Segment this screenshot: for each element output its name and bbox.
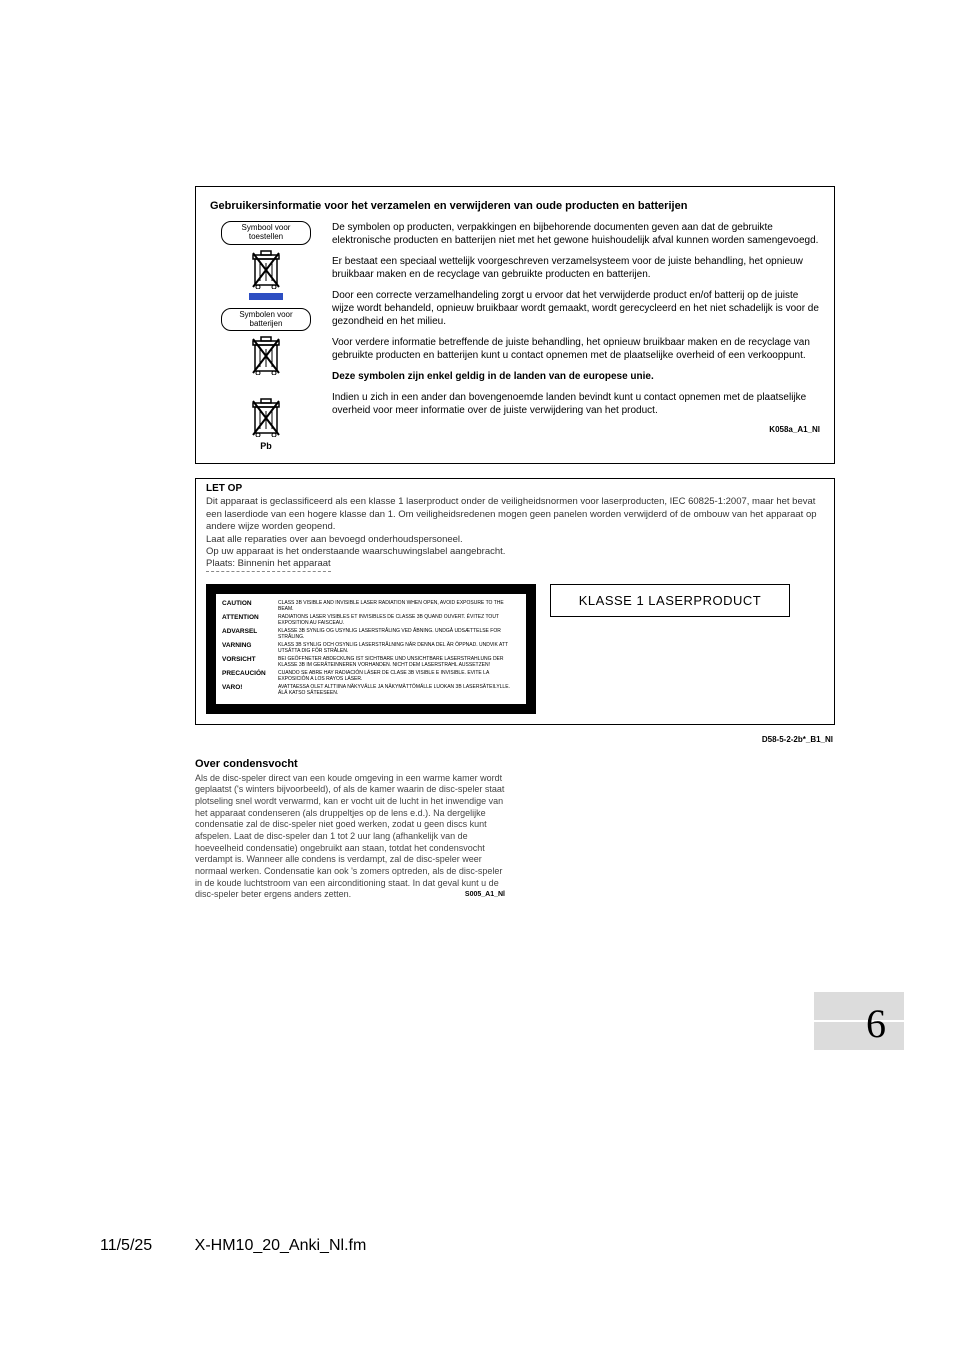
info-para-5: Deze symbolen zijn enkel geldig in de la…: [332, 370, 820, 383]
letop-code: D58-5-2-2b*_B1_Nl: [197, 735, 833, 744]
warning-label-table: CAUTIONCLASS 3B VISIBLE AND INVISIBLE LA…: [206, 584, 536, 714]
condens-title: Over condensvocht: [195, 758, 505, 770]
condens-code: S005_A1_Nl: [465, 891, 505, 898]
thumb-tab-2: [814, 1022, 904, 1050]
info-symbols-column: Symbool voor toestellen Symbolen voor ba…: [210, 221, 322, 451]
warning-row: ADVARSELKLASSE 3B SYNLIG OG USYNLIG LASE…: [222, 628, 520, 640]
warning-key: ATTENTION: [222, 614, 278, 621]
warning-row: VARNINGKLASS 3B SYNLIG OCH OSYNLIG LASER…: [222, 642, 520, 654]
warning-row: VARO!AVATTAESSA OLET ALTTIINA NÄKYVÄLLE …: [222, 684, 520, 696]
footer: 11/5/25 X-HM10_20_Anki_Nl.fm: [100, 1237, 366, 1255]
thumb-tab-1: [814, 992, 904, 1020]
letop-heading: LET OP: [196, 479, 834, 494]
warning-row: ATTENTIONRADIATIONS LASER VISIBLES ET IN…: [222, 614, 520, 626]
info-para-3: Door een correcte verzamelhandeling zorg…: [332, 289, 820, 328]
battery-bin-icon-1: [249, 335, 283, 375]
battery-bin-icon-2: [249, 397, 283, 437]
warning-key: CAUTION: [222, 600, 278, 607]
warning-key: VARO!: [222, 684, 278, 691]
warning-text: CUANDO SE ABRE HAY RADIACIÓN LÁSER DE CL…: [278, 670, 520, 682]
pb-label: Pb: [210, 441, 322, 451]
warning-row: VORSICHTBEI GEÖFFNETER ABDECKUNG IST SIC…: [222, 656, 520, 668]
recycling-info-box: Gebruikersinformatie voor het verzamelen…: [195, 186, 835, 464]
warning-text: BEI GEÖFFNETER ABDECKUNG IST SICHTBARE U…: [278, 656, 520, 668]
warning-text: KLASS 3B SYNLIG OCH OSYNLIG LASERSTRÅLNI…: [278, 642, 520, 654]
symbol-label-devices: Symbool voor toestellen: [221, 221, 311, 245]
warning-text: CLASS 3B VISIBLE AND INVISIBLE LASER RAD…: [278, 600, 520, 612]
warning-key: PRECAUCIÓN: [222, 670, 278, 677]
warning-key: VORSICHT: [222, 656, 278, 663]
info-para-1: De symbolen op producten, verpakkingen e…: [332, 221, 820, 247]
page-number: 6: [866, 1000, 886, 1047]
warning-key: ADVARSEL: [222, 628, 278, 635]
warning-row: CAUTIONCLASS 3B VISIBLE AND INVISIBLE LA…: [222, 600, 520, 612]
info-para-4: Voor verdere informatie betreffende de j…: [332, 336, 820, 362]
warning-text: RADIATIONS LASER VISIBLES ET INVISIBLES …: [278, 614, 520, 626]
footer-date: 11/5/25: [100, 1237, 152, 1254]
info-para-2: Er bestaat een speciaal wettelijk voorge…: [332, 255, 820, 281]
warning-row: PRECAUCIÓNCUANDO SE ABRE HAY RADIACIÓN L…: [222, 670, 520, 682]
warning-text: AVATTAESSA OLET ALTTIINA NÄKYVÄLLE JA NÄ…: [278, 684, 520, 696]
warning-text: KLASSE 3B SYNLIG OG USYNLIG LASERSTRÅLIN…: [278, 628, 520, 640]
footer-filename: X-HM10_20_Anki_Nl.fm: [195, 1237, 367, 1254]
letop-plaats: Plaats: Binnenin het apparaat: [206, 558, 331, 571]
letop-body: Dit apparaat is geclassificeerd als een …: [206, 496, 817, 556]
klasse-1-label: KLASSE 1 LASERPRODUCT: [550, 584, 790, 617]
warning-key: VARNING: [222, 642, 278, 649]
condens-body: Als de disc-speler direct van een koude …: [195, 773, 505, 902]
condensation-section: Over condensvocht Als de disc-speler dir…: [195, 758, 505, 902]
info-title: Gebruikersinformatie voor het verzamelen…: [210, 199, 820, 213]
info-para-6: Indien u zich in een ander dan bovengeno…: [332, 391, 820, 417]
blue-bar-icon: [249, 293, 283, 300]
info-code: K058a_A1_Nl: [332, 425, 820, 435]
symbol-label-batteries: Symbolen voor batterijen: [221, 308, 311, 332]
weee-bin-icon: [249, 249, 283, 289]
laser-caution-box: LET OP Dit apparaat is geclassificeerd a…: [195, 478, 835, 724]
